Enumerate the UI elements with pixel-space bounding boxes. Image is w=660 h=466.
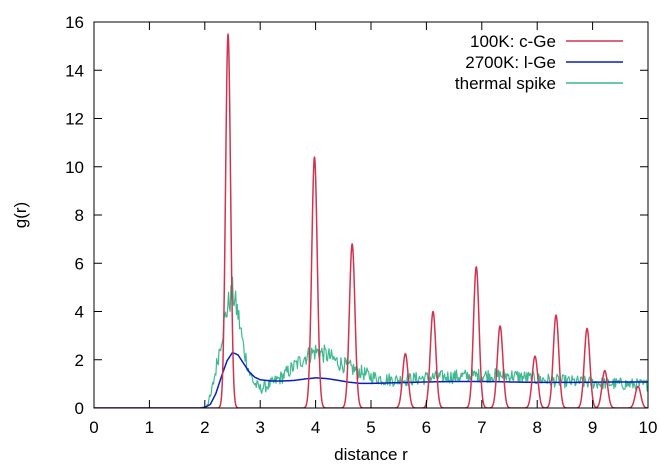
x-axis-label: distance r <box>334 445 408 464</box>
y-tick-label: 10 <box>65 158 84 177</box>
legend: 100K: c-Ge 2700K: l-Ge thermal spike <box>455 32 623 93</box>
x-tick-label: 1 <box>145 418 154 437</box>
y-tick-label: 6 <box>75 254 84 273</box>
y-axis-label: g(r) <box>11 202 30 228</box>
x-tick-label: 7 <box>477 418 486 437</box>
legend-label-1: 2700K: l-Ge <box>465 53 556 72</box>
y-tick-label: 8 <box>75 206 84 225</box>
x-tick-label: 4 <box>311 418 320 437</box>
y-tick-label: 4 <box>75 303 84 322</box>
x-tick-label: 3 <box>255 418 264 437</box>
x-tick-label: 8 <box>532 418 541 437</box>
y-tick-label: 2 <box>75 351 84 370</box>
x-tick-label: 10 <box>639 418 658 437</box>
y-tick-label: 14 <box>65 61 84 80</box>
x-tick-label: 0 <box>89 418 98 437</box>
x-tick-label: 2 <box>200 418 209 437</box>
y-tick-label: 0 <box>75 399 84 418</box>
x-tick-label: 9 <box>588 418 597 437</box>
y-tick-label: 12 <box>65 110 84 129</box>
legend-label-0: 100K: c-Ge <box>470 32 556 51</box>
x-tick-label: 6 <box>422 418 431 437</box>
legend-label-2: thermal spike <box>455 74 556 93</box>
series-line-1 <box>94 351 648 408</box>
y-tick-label: 16 <box>65 13 84 32</box>
series-line-0 <box>94 33 648 408</box>
x-tick-label: 5 <box>366 418 375 437</box>
